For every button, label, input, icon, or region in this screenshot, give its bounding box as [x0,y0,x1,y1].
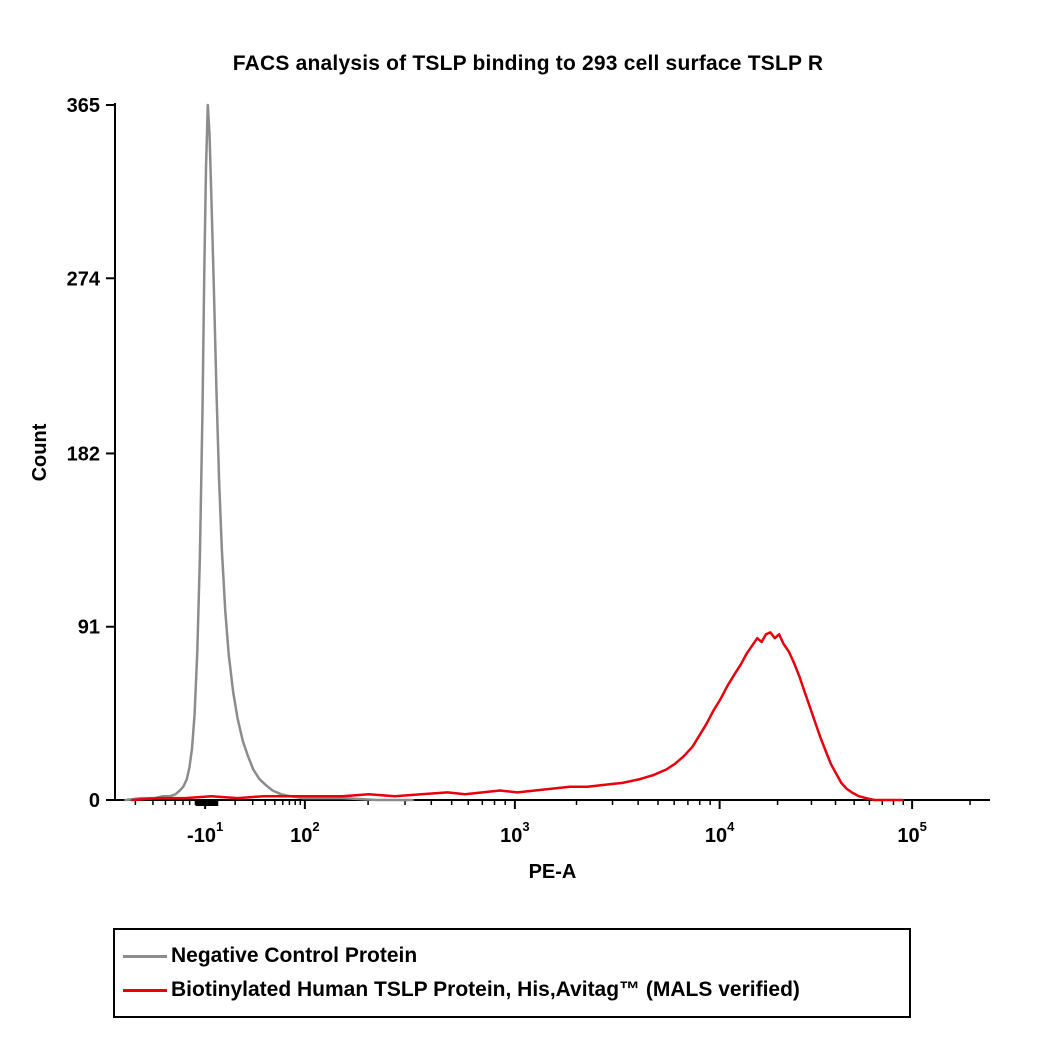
legend-box: Negative Control Protein Biotinylated Hu… [113,928,911,1018]
chart-title: FACS analysis of TSLP binding to 293 cel… [232,52,824,75]
legend-label-negative-control: Negative Control Protein [171,944,418,967]
y-tick-label: 91 [78,617,100,639]
y-axis-ticks: 0 91 182 274 365 [67,95,115,812]
x-axis-title: PE-A [529,861,577,883]
legend-label-tslp-protein: Biotinylated Human TSLP Protein, His,Avi… [171,978,800,1001]
x-tick-label: 105 [897,819,926,847]
y-tick-label: 182 [67,443,100,465]
y-tick-label: 274 [67,268,101,290]
x-tick-label: 103 [500,819,529,847]
series-curve-1 [131,631,904,802]
legend-line-gray [123,954,167,958]
series-curve-0 [124,103,414,802]
gate-marker [195,801,219,806]
x-tick-label: -101 [187,819,223,847]
y-tick-label: 365 [67,95,100,117]
y-axis-title: Count [29,423,51,481]
legend-line-red [123,988,167,992]
y-tick-label: 0 [89,790,100,812]
x-tick-label: 104 [705,819,735,847]
axes [114,103,990,801]
histogram-plot: 0 91 182 274 365 -101 102 103 104 105 Count PE-A [29,95,990,883]
x-axis-ticks: -101 102 103 104 105 [187,800,927,847]
legend-item-tslp-protein: Biotinylated Human TSLP Protein, His,Avi… [123,973,897,1007]
x-tick-label: 102 [290,819,319,847]
legend-item-negative-control: Negative Control Protein [123,939,897,973]
